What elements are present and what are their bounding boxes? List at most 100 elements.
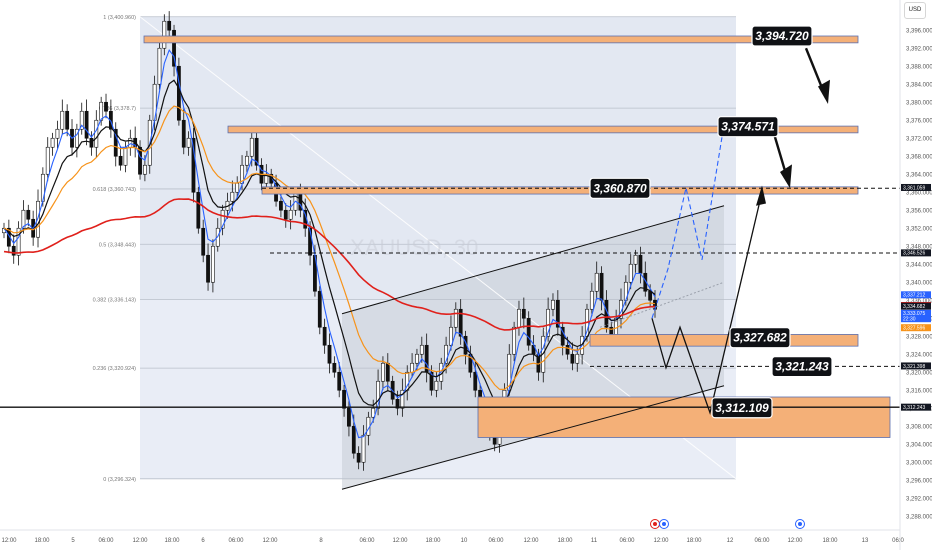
candle: [201, 219, 206, 263]
candle: [220, 204, 225, 236]
symbol-watermark: XAUUSD, 30: [350, 235, 478, 260]
price-tick-label: 3,376.000: [906, 118, 932, 124]
fib-label: 0.236 (3,320.924): [93, 366, 137, 372]
time-tick-label: 06:00: [98, 538, 114, 544]
candle: [473, 360, 478, 398]
candle: [332, 356, 337, 378]
candle: [283, 203, 288, 228]
price-axis[interactable]: 3,288.000 3,292.000 3,296.000 3,300.000 3,30…: [899, 0, 932, 550]
price-tick-label: 3,392.000: [906, 46, 932, 52]
price-callout-label: 3,327.682: [733, 331, 787, 345]
candle: [342, 384, 346, 417]
price-tick-label: 3,396.000: [906, 28, 932, 34]
supply-demand-zone: [143, 35, 859, 44]
price-tick-label: 3,360.000: [906, 190, 932, 196]
projection-path: [651, 192, 763, 416]
price-tick-label: 3,320.000: [906, 370, 932, 376]
supply-demand-zone: [477, 396, 891, 438]
candle: [526, 311, 531, 351]
candle: [327, 333, 332, 374]
price-axis-tag: 22:30: [901, 315, 931, 323]
us-flag-event-icon[interactable]: [659, 519, 669, 529]
price-axis-tag-label: 22:30: [903, 317, 916, 323]
price-tick-label: 3,292.000: [906, 496, 932, 502]
price-axis-tag: 3,361.059: [901, 183, 931, 191]
price-axis-tag-label: 3,337.212: [903, 293, 925, 299]
price-callout-label: 3,321.243: [775, 360, 829, 374]
time-tick-label: 06:00: [619, 538, 635, 544]
fib-label: 0 (3,296.324): [103, 477, 136, 483]
ma-orange: [3, 105, 656, 391]
candle: [254, 126, 259, 171]
candle: [45, 137, 50, 182]
supply-demand-zone: [589, 334, 859, 347]
fib-label: 1 (3,400.960): [103, 15, 136, 21]
time-tick-label: 12:00: [1, 538, 17, 544]
candle: [589, 282, 594, 317]
candle: [181, 108, 186, 155]
flash-event-icon[interactable]: [650, 519, 660, 529]
channel-upper: [341, 205, 725, 315]
time-tick-label: 18:00: [822, 538, 838, 544]
candle: [186, 131, 191, 156]
time-tick-label: 10: [461, 538, 468, 544]
dotted-trend: [599, 281, 725, 328]
candle: [245, 150, 249, 174]
price-callout-label: 3,394.720: [755, 29, 809, 43]
price-axis-tag: 3,321.398: [901, 362, 931, 370]
price-axis-tag-label: 3,346.526: [903, 251, 925, 257]
price-callout-label: 3,374.571: [721, 120, 775, 134]
candle: [157, 36, 162, 90]
time-tick-label: 06:00: [228, 538, 244, 544]
fib-label: 0.5 (3,348.443): [99, 242, 136, 248]
price-tick-label: 3,340.000: [906, 280, 932, 286]
candle: [21, 200, 26, 234]
candle: [79, 102, 84, 135]
candle: [521, 297, 526, 329]
candle: [84, 99, 89, 146]
time-axis[interactable]: 12:00 18:00 5 06:00 12:00 18:00 6 06:00 12:00 8 06…: [0, 529, 904, 544]
candle: [633, 249, 638, 273]
candle: [400, 378, 405, 417]
candle: [191, 128, 196, 203]
time-tick-label: 18:00: [34, 538, 50, 544]
price-callout-label: 3,312.109: [715, 401, 769, 415]
price-tick-label: 3,384.000: [906, 82, 932, 88]
price-axis-tag-label: 3,321.398: [903, 364, 925, 370]
candle: [94, 110, 99, 158]
time-tick-label: 12:00: [523, 538, 539, 544]
candle: [128, 129, 133, 156]
price-tick-label: 3,316.000: [906, 388, 932, 394]
us-flag-event-icon[interactable]: [795, 519, 805, 529]
time-tick-label: 8: [319, 538, 323, 544]
price-tick-label: 3,356.000: [906, 208, 932, 214]
fib-label: 0.618 (3,360.743): [93, 187, 137, 193]
candle: [172, 24, 176, 77]
time-tick-label: 12:00: [262, 538, 278, 544]
candle: [356, 446, 361, 470]
candle: [11, 234, 16, 264]
price-callout-label: 3,360.870: [593, 181, 647, 195]
event-icons[interactable]: [650, 519, 805, 529]
candle: [104, 93, 108, 119]
fib-label: 0.786 (3,378.7): [99, 106, 136, 112]
candle: [555, 290, 560, 336]
candle: [395, 390, 400, 416]
supply-demand-zone: [227, 125, 859, 134]
time-tick-label: 18:00: [557, 538, 573, 544]
currency-badge[interactable]: USD: [904, 2, 926, 19]
ma-blue: [3, 48, 656, 439]
time-tick-label: 5: [71, 538, 75, 544]
candle: [206, 243, 210, 291]
time-tick-label: 06:00: [754, 538, 770, 544]
time-tick-label: 12:00: [787, 538, 803, 544]
price-tick-label: 3,300.000: [906, 460, 932, 466]
candle: [458, 299, 463, 345]
supply-demand-zone: [261, 186, 859, 195]
ma-red: [3, 198, 656, 331]
time-tick-label: 12:00: [132, 538, 148, 544]
price-tick-label: 3,336.000: [906, 298, 932, 304]
time-tick-label: 06:00: [488, 538, 504, 544]
time-tick-label: 06:0: [892, 538, 904, 544]
